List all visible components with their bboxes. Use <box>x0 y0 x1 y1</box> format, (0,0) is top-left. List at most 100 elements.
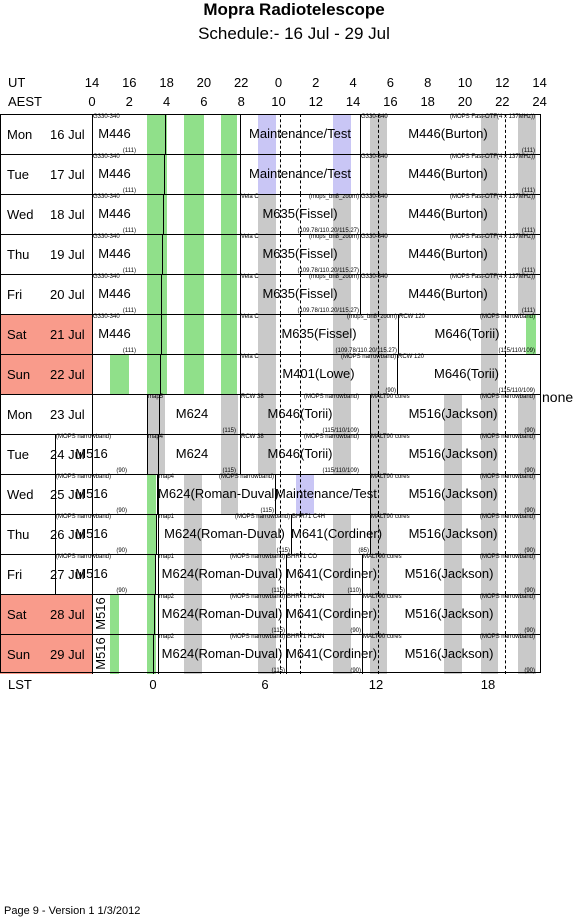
schedule-block[interactable]: M646(Torii) RCW 120 (MOPS narrowband) (115/… <box>398 314 536 354</box>
block-border <box>240 234 241 274</box>
time-band <box>258 354 276 394</box>
schedule-block[interactable]: M646(Torii) RCW 38 (MOPS narrowband) (115/1… <box>240 394 360 434</box>
time-band <box>444 514 462 554</box>
schedule-block[interactable]: M641(Cordiner) BHR71 HC3N (90) <box>286 634 377 674</box>
block-border <box>158 634 159 674</box>
block-tl-note: map1 <box>159 554 175 560</box>
time-band <box>110 594 119 634</box>
time-band <box>184 474 202 514</box>
schedule-block[interactable]: M446(Burton) G330-340 (MOPS Fast-OTF(4 x 1… <box>360 154 536 194</box>
time-band <box>481 394 498 434</box>
schedule-block[interactable]: M516(Jackson) MALT90 cores (MOPS narrowban… <box>370 394 536 434</box>
schedule-block[interactable]: M401(Lowe) Vela C (MOPS narrowband) (90) <box>240 354 397 394</box>
schedule-block[interactable]: M624(Roman-Duval) map1 (MOPS narrowband) (1… <box>158 514 291 554</box>
schedule-block[interactable]: M516 <box>92 634 116 674</box>
block-code: M624(Roman-Duval) <box>158 486 279 501</box>
schedule-block[interactable]: M446(Burton) G330-340 (MOPS Fast-OTF(4 x 1… <box>360 274 536 314</box>
schedule-block[interactable]: M646(Torii) RCW 38 (MOPS narrowband) (115/1… <box>240 434 360 474</box>
schedule-block[interactable]: M516 (MOPS narrowband) (90) <box>55 434 128 474</box>
schedule-block[interactable]: M446 G330-340 (111) <box>92 314 137 354</box>
block-tl-note: map2 <box>159 594 175 600</box>
day-date: 27 Jul <box>50 567 85 582</box>
time-band <box>518 514 536 554</box>
schedule-block[interactable]: M635(Fissel) Vela C (mops_bn8_zoom) (109.78… <box>240 314 398 354</box>
schedule-block[interactable]: M624 map4 (115) <box>147 434 237 474</box>
time-band <box>147 274 167 314</box>
schedule-block[interactable]: M635(Fissel) Vela C (mops_bn8_zoom) (109.78… <box>240 234 360 274</box>
time-band <box>481 274 498 314</box>
schedule-block[interactable]: M646(Torii) RCW 120 (115/110/109) <box>397 354 536 394</box>
schedule-block[interactable]: M641(Cordiner) BHR71 HC3N (90) <box>286 594 377 634</box>
schedule-block[interactable]: M446 G330-340 (111) <box>92 114 137 154</box>
block-br-note: (90) <box>116 508 127 514</box>
dashed-marker <box>505 394 506 434</box>
time-band <box>518 634 536 674</box>
schedule-block[interactable]: M516(Jackson) MALT90 cores (MOPS narrowban… <box>362 634 536 674</box>
schedule-block[interactable]: Maintenance/Test <box>240 114 360 154</box>
schedule-block[interactable]: Maintenance/Test <box>275 474 377 514</box>
schedule-block[interactable]: M641(Cordiner) BHR71 C4H (85) <box>291 514 382 554</box>
schedule-block[interactable]: M516(Jackson) MALT90 cores (MOPS narrowban… <box>362 594 536 634</box>
block-tr-note: (mops_bn8_zoom) <box>346 314 397 320</box>
time-band <box>481 114 498 154</box>
schedule-block[interactable]: M624(Roman-Duval) map2 (MOPS narrowband) (1… <box>158 594 286 634</box>
block-tl-note: G330-340 <box>361 274 388 280</box>
time-band <box>518 474 536 514</box>
block-tl-note: G330-340 <box>93 194 120 200</box>
schedule-block[interactable]: M446(Burton) G330-340 (MOPS Fast-OTF(4 x 1… <box>360 234 536 274</box>
schedule-block[interactable]: M516(Jackson) MALT90 cores (MOPS narrowban… <box>370 434 536 474</box>
schedule-block[interactable]: M624(Roman-Duval) map2 (MOPS narrowband) (1… <box>158 634 286 674</box>
time-band <box>518 434 536 474</box>
day-cell: Fri 27 Jul <box>0 554 92 594</box>
schedule-block[interactable]: M446(Burton) G330-340 (MOPS Fast-OTF(4 x 1… <box>360 114 536 154</box>
block-border <box>397 354 398 394</box>
schedule-block[interactable]: M624 map5 (115) <box>147 394 237 434</box>
block-code: M516(Jackson) <box>408 486 498 501</box>
schedule-block[interactable]: M635(Fissel) Vela C (mops_bn8_zoom) (109.78… <box>240 194 360 234</box>
schedule-block[interactable]: M516(Jackson) MALT90 cores (MOPS narrowban… <box>370 474 536 514</box>
schedule-block[interactable]: M516 (MOPS narrowband) (90) <box>55 514 128 554</box>
dashed-marker <box>378 314 379 354</box>
aest-tick: 18 <box>420 94 435 109</box>
time-band <box>221 114 237 154</box>
schedule-block[interactable]: M446 G330-340 (111) <box>92 154 137 194</box>
schedule-block[interactable]: M635(Fissel) Vela C (mops_bn8_zoom) (109.78… <box>240 274 360 314</box>
block-tr-note: (MOPS Fast-OTF(4 x 137MHz)) <box>449 274 535 280</box>
schedule-block[interactable]: Maintenance/Test <box>240 154 360 194</box>
schedule-block[interactable]: M446 G330-340 (111) <box>92 234 137 274</box>
schedule-block[interactable]: M624(Roman-Duval) map4 (MOPS narrowband) (1… <box>158 474 279 514</box>
schedule-block[interactable]: M446(Burton) G330-340 (MOPS Fast-OTF(4 x 1… <box>360 194 536 234</box>
schedule-block[interactable]: M516 <box>92 594 116 634</box>
dashed-marker <box>378 554 379 594</box>
time-band <box>221 434 238 474</box>
block-tr-note: (mops_bn8_zoom) <box>308 234 359 240</box>
block-code: M624 <box>175 406 209 421</box>
time-band <box>147 514 157 554</box>
schedule-block[interactable]: M516(Jackson) MALT90 cores (MOPS narrowban… <box>362 554 536 594</box>
lst-zero-line <box>164 154 166 194</box>
schedule-block[interactable]: M624(Roman-Duval) map1 (MOPS narrowband) (1… <box>158 554 286 594</box>
dashed-marker <box>280 394 281 434</box>
schedule-block[interactable]: M446 G330-340 (111) <box>92 194 137 234</box>
dashed-marker <box>505 634 506 674</box>
time-band <box>481 554 498 594</box>
block-code: M446(Burton) <box>408 166 488 181</box>
time-band <box>147 434 165 474</box>
block-br-note: (90) <box>524 428 535 434</box>
time-band <box>333 514 351 554</box>
aest-tick: 14 <box>345 94 361 109</box>
schedule-block[interactable]: M516 (MOPS narrowband) (90) <box>55 474 128 514</box>
schedule-block[interactable]: M641(Cordiner) BHR71 CO (110) <box>286 554 377 594</box>
schedule-block[interactable]: M446 G330-340 (111) <box>92 274 137 314</box>
schedule-block[interactable]: M516 (MOPS narrowband) (90) <box>55 554 128 594</box>
schedule-block[interactable]: M516(Jackson) MALT90 cores (MOPS narrowban… <box>370 514 536 554</box>
dashed-marker <box>505 594 506 634</box>
block-border <box>370 474 371 514</box>
day-cell: Sun 29 Jul <box>0 634 92 674</box>
time-band <box>258 314 276 354</box>
block-tr-note: (MOPS narrowband) <box>229 594 285 600</box>
schedule-row: Mon 16 Jul M446 G330-340 (111) Maintenance/Te… <box>0 114 541 154</box>
day-cell: Sat 21 Jul <box>0 314 92 354</box>
dashed-marker <box>378 234 379 274</box>
time-band <box>481 634 498 674</box>
